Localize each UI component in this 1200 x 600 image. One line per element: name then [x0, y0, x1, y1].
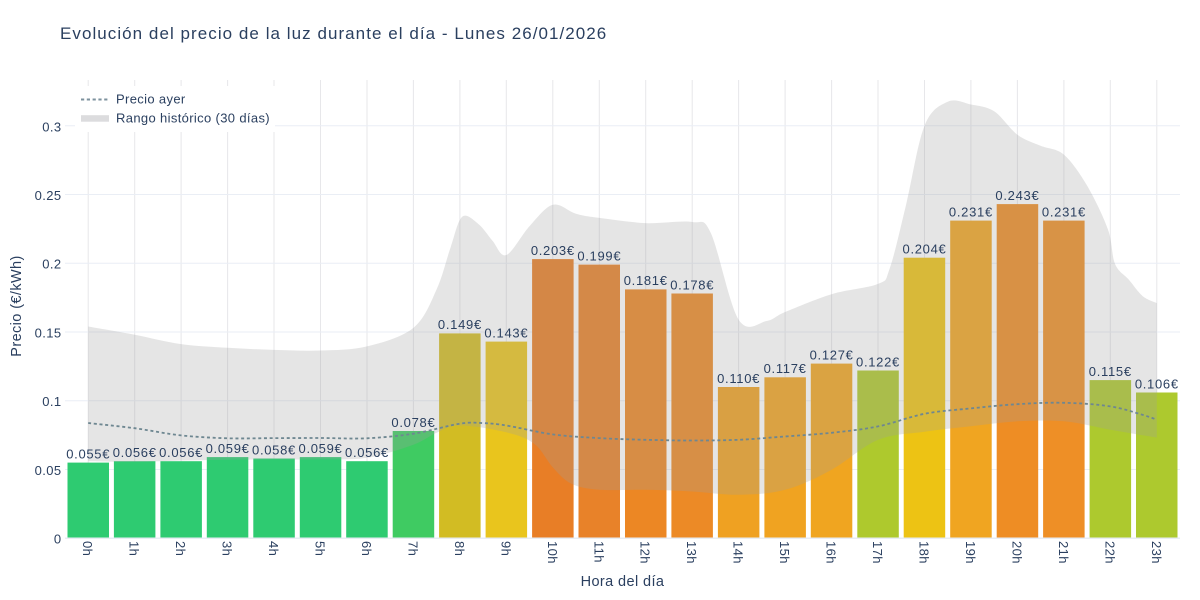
svg-text:0.243€: 0.243€: [995, 188, 1039, 203]
svg-text:23h: 23h: [1149, 541, 1164, 564]
svg-text:Rango histórico (30 días): Rango histórico (30 días): [116, 111, 270, 126]
svg-text:0.106€: 0.106€: [1135, 376, 1179, 391]
svg-text:0.056€: 0.056€: [159, 445, 203, 460]
svg-text:12h: 12h: [638, 541, 653, 564]
svg-text:0.199€: 0.199€: [577, 248, 621, 263]
svg-text:0.055€: 0.055€: [66, 446, 110, 461]
svg-text:15h: 15h: [777, 541, 792, 564]
svg-text:1h: 1h: [127, 541, 142, 556]
svg-text:7h: 7h: [405, 541, 420, 556]
svg-text:11h: 11h: [591, 541, 606, 563]
svg-text:0.231€: 0.231€: [1042, 204, 1086, 219]
svg-text:10h: 10h: [545, 541, 560, 564]
svg-text:0.059€: 0.059€: [299, 441, 343, 456]
svg-text:0h: 0h: [80, 541, 95, 556]
svg-text:6h: 6h: [359, 541, 374, 556]
svg-text:0.203€: 0.203€: [531, 243, 575, 258]
svg-text:22h: 22h: [1102, 541, 1117, 564]
svg-text:5h: 5h: [313, 541, 328, 556]
svg-text:0.15: 0.15: [35, 326, 62, 341]
svg-text:16h: 16h: [824, 541, 839, 564]
svg-text:19h: 19h: [963, 541, 978, 564]
svg-text:0.122€: 0.122€: [856, 354, 900, 369]
svg-text:0.231€: 0.231€: [949, 204, 993, 219]
svg-text:21h: 21h: [1056, 541, 1071, 564]
svg-text:Precio ayer: Precio ayer: [116, 92, 186, 107]
svg-text:8h: 8h: [452, 541, 467, 556]
svg-text:0.115€: 0.115€: [1089, 364, 1132, 379]
svg-text:0.2: 0.2: [42, 257, 61, 272]
svg-text:0.05: 0.05: [35, 463, 62, 478]
svg-text:0.1: 0.1: [42, 394, 61, 409]
svg-text:4h: 4h: [266, 541, 281, 556]
svg-text:17h: 17h: [870, 541, 885, 564]
svg-text:18h: 18h: [917, 541, 932, 564]
svg-text:0.059€: 0.059€: [206, 441, 250, 456]
svg-text:0.149€: 0.149€: [438, 317, 482, 332]
svg-text:0.058€: 0.058€: [252, 442, 296, 457]
svg-text:0.056€: 0.056€: [345, 445, 389, 460]
svg-text:0: 0: [54, 532, 62, 547]
svg-text:20h: 20h: [1009, 541, 1024, 564]
svg-text:0.127€: 0.127€: [810, 347, 854, 362]
svg-text:2h: 2h: [173, 541, 188, 556]
svg-text:0.056€: 0.056€: [113, 445, 157, 460]
svg-text:0.110€: 0.110€: [717, 371, 760, 386]
svg-text:Precio (€/kWh): Precio (€/kWh): [9, 255, 25, 356]
svg-text:0.181€: 0.181€: [624, 273, 668, 288]
svg-text:0.3: 0.3: [42, 119, 61, 134]
svg-text:3h: 3h: [220, 541, 235, 556]
svg-text:0.117€: 0.117€: [764, 361, 807, 376]
svg-text:13h: 13h: [684, 541, 699, 564]
svg-text:14h: 14h: [731, 541, 746, 564]
svg-text:0.078€: 0.078€: [391, 415, 435, 430]
svg-text:Evolución del precio de la luz: Evolución del precio de la luz durante e…: [60, 24, 607, 43]
svg-text:Hora del día: Hora del día: [581, 574, 665, 590]
svg-text:0.204€: 0.204€: [903, 242, 947, 257]
svg-text:0.143€: 0.143€: [484, 325, 528, 340]
svg-text:0.25: 0.25: [35, 188, 62, 203]
svg-text:0.178€: 0.178€: [670, 277, 714, 292]
svg-text:9h: 9h: [498, 541, 513, 556]
